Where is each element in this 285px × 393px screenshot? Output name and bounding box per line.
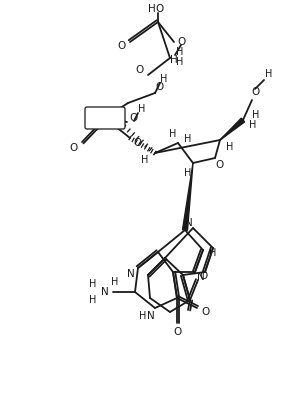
Text: O: O: [156, 82, 164, 92]
Polygon shape: [182, 163, 193, 230]
Text: H: H: [226, 142, 234, 152]
Text: O: O: [130, 113, 138, 123]
Text: O: O: [200, 271, 208, 281]
Text: N: N: [185, 218, 193, 228]
Text: H: H: [160, 74, 168, 84]
Text: H: H: [176, 47, 184, 57]
Text: N: N: [101, 287, 109, 297]
Polygon shape: [220, 118, 245, 140]
Text: O: O: [251, 87, 259, 97]
Text: H: H: [252, 110, 260, 120]
Text: H: H: [148, 4, 156, 14]
Text: N: N: [197, 272, 205, 282]
Text: O: O: [118, 41, 126, 51]
Text: H: H: [184, 168, 192, 178]
Text: H: H: [141, 155, 149, 165]
Text: H: H: [111, 277, 119, 287]
Text: H: H: [89, 279, 97, 289]
Text: O: O: [133, 138, 141, 148]
Text: H: H: [139, 311, 147, 321]
Text: H: H: [176, 57, 184, 67]
Text: O: O: [216, 160, 224, 170]
Text: N: N: [127, 269, 135, 279]
FancyBboxPatch shape: [85, 107, 125, 129]
Text: H: H: [265, 69, 273, 79]
Text: O: O: [201, 307, 209, 317]
Text: O: O: [70, 143, 78, 153]
Text: O: O: [173, 327, 181, 337]
Text: O: O: [156, 4, 164, 14]
Text: O: O: [177, 37, 185, 47]
Text: H: H: [170, 55, 178, 65]
Text: N: N: [147, 311, 155, 321]
Text: H: H: [138, 104, 146, 114]
Text: H: H: [209, 248, 217, 258]
Text: H: H: [169, 129, 177, 139]
Text: O: O: [136, 65, 144, 75]
Text: Abs: Abs: [97, 114, 113, 123]
Text: H: H: [184, 134, 192, 144]
Text: H: H: [89, 295, 97, 305]
Text: H: H: [249, 120, 257, 130]
